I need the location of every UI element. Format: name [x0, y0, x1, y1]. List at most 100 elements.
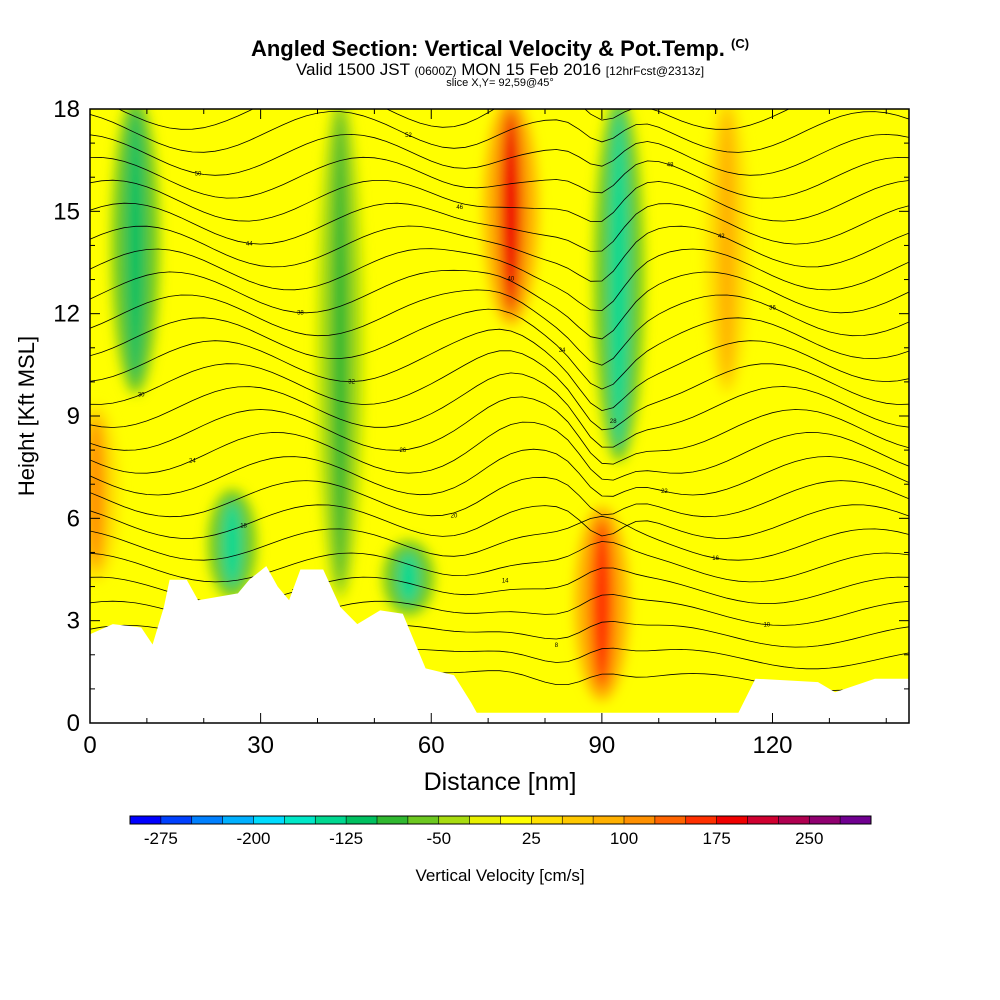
y-tick-label: 18 [53, 96, 80, 123]
theta-contour [90, 133, 909, 176]
colorbar-tick-label: 175 [702, 829, 730, 848]
theta-contour [90, 372, 909, 448]
theta-contour [90, 421, 909, 481]
theta-contour-label: 48 [667, 163, 674, 169]
velocity-band-core [499, 109, 523, 314]
chart-title: Angled Section: Vertical Velocity & Pot.… [250, 36, 750, 61]
theta-contour [90, 504, 909, 539]
theta-contour-label: 8 [555, 643, 559, 649]
colorbar-tick-label: -275 [144, 829, 178, 848]
theta-contour [90, 248, 909, 312]
colorbar-swatch [562, 816, 594, 824]
theta-contour-label: 50 [195, 172, 202, 178]
x-tick-label: 0 [83, 732, 96, 759]
theta-contour-label: 14 [502, 578, 509, 584]
colorbar-tick-label: -200 [236, 829, 270, 848]
chart-subtitle: Valid 1500 JST (0600Z) MON 15 Feb 2016 [… [295, 60, 705, 79]
y-tick-label: 12 [53, 301, 80, 328]
y-tick-label: 0 [67, 710, 80, 737]
theta-contour [90, 515, 909, 561]
colorbar-tick-label: 100 [610, 829, 638, 848]
theta-contour-label: 52 [405, 133, 412, 139]
colorbar-swatch [624, 816, 656, 824]
y-tick-label: 9 [67, 403, 80, 430]
colorbar-swatch [377, 816, 409, 824]
velocity-band-core [90, 416, 106, 570]
theta-contour-label: 44 [246, 241, 253, 247]
slice-info: slice X,Y= 92,59@45° [446, 77, 554, 89]
colorbar-tick-label: -50 [426, 829, 451, 848]
y-tick-label: 3 [67, 608, 80, 635]
theta-contour-label: 36 [769, 306, 776, 312]
x-tick-label: 60 [418, 732, 445, 759]
theta-contour [90, 202, 909, 252]
velocity-band-core [608, 109, 630, 451]
theta-contour-label: 20 [451, 514, 458, 520]
theta-contour [90, 396, 909, 465]
theta-contour [90, 328, 909, 412]
theta-contour-label: 34 [559, 348, 566, 354]
x-tick-label: 120 [752, 732, 792, 759]
colorbar-swatch [778, 816, 810, 824]
colorbar-swatch [747, 816, 779, 824]
colorbar-swatch [840, 816, 872, 824]
theta-contour-label: 22 [661, 489, 668, 495]
theta-contour [90, 156, 909, 199]
velocity-field [90, 109, 749, 701]
colorbar-swatch [253, 816, 285, 824]
theta-contour [90, 269, 909, 340]
colorbar-swatch [716, 816, 748, 824]
colorbar-swatch [407, 816, 440, 824]
colorbar-swatch [284, 816, 316, 824]
colorbar-tick-label: 25 [522, 829, 541, 848]
theta-contour [90, 476, 909, 518]
theta-contour [90, 541, 909, 583]
theta-contour-label: 28 [610, 419, 617, 425]
theta-contour-label: 10 [763, 623, 770, 629]
colorbar-swatch [438, 816, 470, 824]
colorbar-swatch [500, 816, 532, 824]
colorbar-swatch [593, 816, 625, 824]
colorbar: -275 -200 -125 -50 25 100 175 250 [129, 815, 872, 848]
velocity-band-core [221, 501, 243, 587]
velocity-band-core [717, 109, 737, 382]
theta-contour-label: 46 [456, 205, 463, 211]
y-tick-label: 15 [53, 198, 80, 225]
colorbar-swatch [130, 816, 162, 824]
velocity-band-core [125, 109, 146, 382]
colorbar-tick-label: 250 [795, 829, 823, 848]
x-tick-label: 30 [247, 732, 274, 759]
theta-contour-label: 38 [297, 311, 304, 317]
theta-contour-label: 54 [616, 92, 623, 98]
x-axis-label: Distance [nm] [424, 768, 577, 796]
theta-contour [90, 448, 909, 497]
colorbar-swatch [315, 816, 347, 824]
theta-contour-label: 30 [138, 392, 145, 398]
theta-contour-label: 16 [712, 556, 719, 562]
velocity-band-core [397, 552, 420, 604]
theta-contour [90, 350, 909, 431]
colorbar-swatch [685, 816, 717, 824]
theta-contour-label: 40 [508, 277, 515, 283]
colorbar-swatch [809, 816, 841, 824]
colorbar-swatch [222, 816, 254, 824]
colorbar-swatch [531, 816, 563, 824]
y-axis-label: Height [Kft MSL] [14, 336, 39, 496]
colorbar-tick-label: -125 [329, 829, 363, 848]
plot-area: 4681012141618202224262830323436384042444… [90, 92, 909, 723]
theta-contour-label: 32 [348, 380, 355, 386]
colorbar-swatch [654, 816, 687, 824]
theta-contour-label: 24 [189, 458, 196, 464]
theta-contour [90, 111, 909, 153]
colorbar-swatch [469, 816, 501, 824]
theta-contour [90, 289, 909, 366]
velocity-band-core [590, 518, 614, 689]
theta-contour-label: 42 [718, 234, 725, 240]
velocity-band-core [330, 109, 350, 587]
colorbar-swatch [346, 816, 378, 824]
colorbar-label: Vertical Velocity [cm/s] [415, 866, 584, 885]
x-tick-label: 90 [589, 732, 616, 759]
theta-contour [90, 308, 909, 390]
theta-contour [90, 225, 909, 282]
